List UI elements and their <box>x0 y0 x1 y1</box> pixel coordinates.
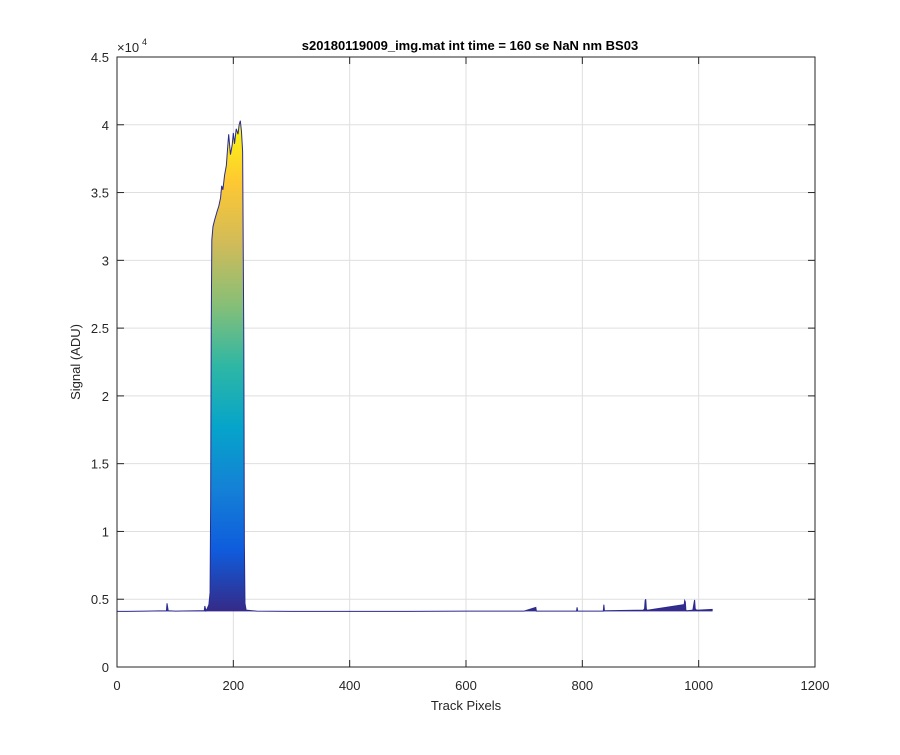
x-tick-label: 200 <box>222 678 244 693</box>
x-tick-label: 800 <box>571 678 593 693</box>
y-tick-label: 2.5 <box>91 321 109 336</box>
x-tick-label: 400 <box>339 678 361 693</box>
x-tick-label: 1200 <box>801 678 830 693</box>
axes <box>116 56 816 668</box>
x-tick-label: 1000 <box>684 678 713 693</box>
x-tick-label: 600 <box>455 678 477 693</box>
data-layer <box>116 120 713 613</box>
y-tick-label: 1 <box>102 524 109 539</box>
y-tick-label: 4 <box>102 118 109 133</box>
y-tick-label: 3 <box>102 253 109 268</box>
y-tick-label: 3.5 <box>91 186 109 201</box>
series-line <box>116 120 713 613</box>
chart-title: s20180119009_img.mat int time = 160 se N… <box>302 38 638 53</box>
x-axis-label: Track Pixels <box>431 698 502 713</box>
x-tick-label: 0 <box>113 678 120 693</box>
series-area <box>117 120 713 612</box>
y-tick-label: 4.5 <box>91 50 109 65</box>
y-tick-label: 1.5 <box>91 457 109 472</box>
y-tick-label: 0.5 <box>91 592 109 607</box>
x-tick-labels: 0 200 400 600 800 1000 1200 <box>113 678 829 693</box>
y-exponent-power: 4 <box>142 37 147 47</box>
y-tick-label: 0 <box>102 660 109 675</box>
y-tick-labels: 0 0.5 1 1.5 2 2.5 3 3.5 4 4.5 <box>91 50 109 675</box>
y-axis-label: Signal (ADU) <box>68 324 83 400</box>
y-exponent-base: ×10 <box>117 40 139 55</box>
y-tick-label: 2 <box>102 389 109 404</box>
